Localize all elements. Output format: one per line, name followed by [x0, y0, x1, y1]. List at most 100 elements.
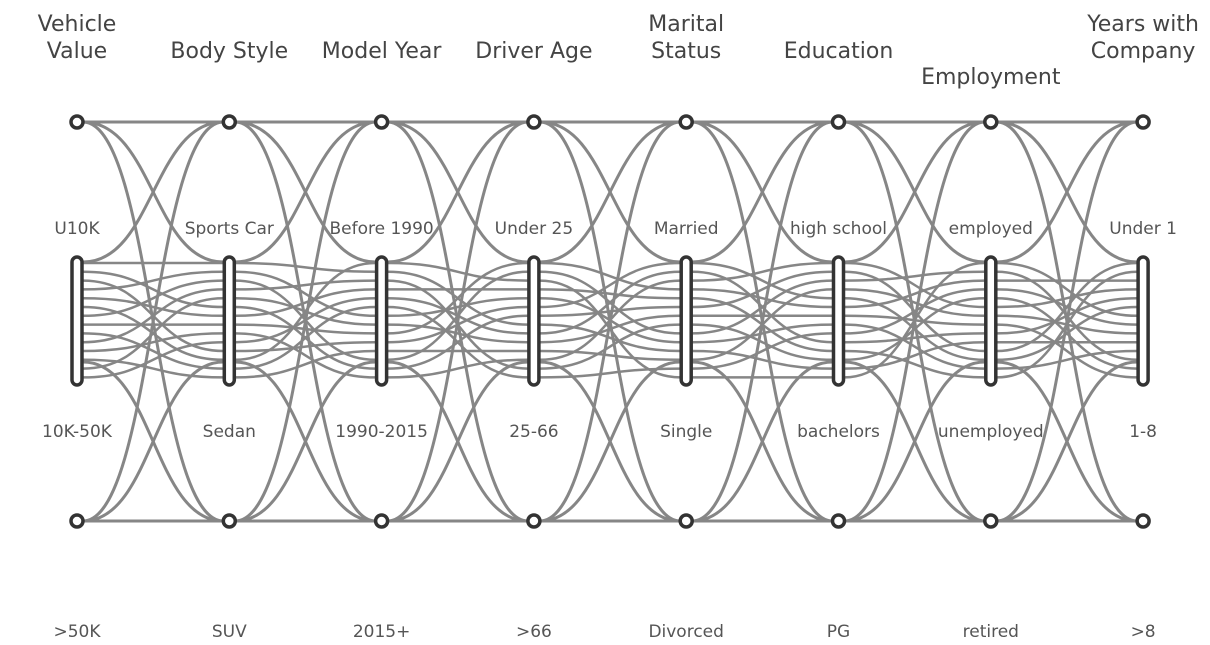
flow	[692, 261, 833, 300]
category-label: PG	[827, 622, 850, 642]
category-label: Sports Car	[185, 219, 274, 239]
flow	[539, 323, 681, 353]
flow	[235, 305, 376, 370]
flow	[539, 261, 681, 291]
axis-title: Education	[784, 39, 894, 64]
axis-title: Years with	[1086, 12, 1199, 37]
category-label: Divorced	[648, 622, 724, 642]
category-label: 2015+	[353, 622, 411, 642]
flow	[82, 120, 224, 523]
flow	[996, 296, 1138, 335]
flow	[235, 349, 376, 379]
category-label: 25-66	[509, 422, 558, 442]
flow	[692, 323, 833, 344]
node	[1135, 114, 1151, 130]
axis-title: Status	[651, 39, 721, 64]
flow	[235, 296, 376, 344]
node	[678, 114, 694, 130]
category-label: Under 25	[495, 219, 574, 239]
flow	[996, 323, 1138, 379]
flows	[82, 120, 1138, 523]
flow	[844, 261, 985, 379]
category-label: Sedan	[203, 422, 256, 442]
category-label: SUV	[212, 622, 247, 642]
flow	[387, 296, 528, 318]
flow	[82, 296, 224, 318]
node	[1136, 255, 1150, 387]
flow	[692, 323, 833, 362]
node	[69, 513, 85, 529]
category-label: 10K-50K	[42, 422, 113, 442]
node	[221, 114, 238, 130]
flow	[844, 270, 985, 282]
flow	[235, 323, 376, 335]
category-label: 1-8	[1129, 422, 1157, 442]
axis-title: Value	[47, 39, 107, 64]
category-label: Before 1990	[329, 219, 433, 239]
flow	[387, 120, 529, 523]
flow	[844, 120, 985, 264]
category-label: high school	[790, 219, 887, 239]
category-label: Single	[660, 422, 712, 442]
flow	[235, 261, 376, 362]
flow	[82, 360, 224, 523]
flow	[387, 323, 528, 344]
axis-title: Company	[1091, 39, 1196, 64]
category-label: U10K	[54, 219, 100, 239]
node	[374, 255, 389, 387]
flow	[844, 288, 985, 318]
node	[830, 513, 847, 529]
node	[221, 513, 238, 529]
flow	[387, 270, 528, 362]
flow	[235, 288, 376, 318]
category-label: Under 1	[1109, 219, 1177, 239]
flow	[387, 261, 528, 282]
node	[526, 513, 542, 529]
node	[373, 513, 390, 529]
flow	[82, 279, 224, 318]
flow	[844, 261, 985, 309]
flow	[996, 120, 1138, 523]
flow	[539, 349, 681, 362]
category-label: >50K	[53, 622, 101, 642]
flow	[539, 323, 681, 370]
flow	[996, 360, 1138, 523]
node	[70, 255, 84, 387]
flow	[82, 288, 224, 344]
flow	[692, 279, 833, 335]
flow	[996, 120, 1138, 264]
flow	[844, 360, 985, 523]
flow	[539, 120, 681, 264]
flow	[235, 332, 376, 379]
flow	[82, 270, 224, 291]
axis-title: Model Year	[322, 39, 443, 64]
category-label: >66	[516, 622, 552, 642]
flow	[539, 367, 681, 379]
flow	[387, 314, 528, 370]
node	[69, 114, 85, 130]
flow	[692, 120, 833, 264]
node	[984, 255, 998, 387]
node	[1135, 513, 1151, 529]
flow	[235, 279, 376, 291]
axis-title: Employment	[921, 65, 1061, 90]
flow	[844, 340, 985, 370]
flow	[692, 360, 833, 523]
axis-title: Body Style	[170, 39, 288, 64]
flow	[235, 340, 376, 353]
flow	[82, 358, 224, 379]
node	[222, 255, 237, 387]
flow	[539, 270, 681, 335]
flow	[82, 332, 224, 353]
flow	[539, 314, 681, 344]
flow	[235, 261, 376, 274]
category-label: retired	[963, 622, 1019, 642]
flow	[82, 296, 224, 370]
flow	[235, 360, 376, 523]
flow	[844, 288, 985, 335]
flow	[387, 120, 528, 264]
flow	[387, 261, 528, 335]
category-label: employed	[949, 219, 1033, 239]
flow	[539, 279, 681, 362]
